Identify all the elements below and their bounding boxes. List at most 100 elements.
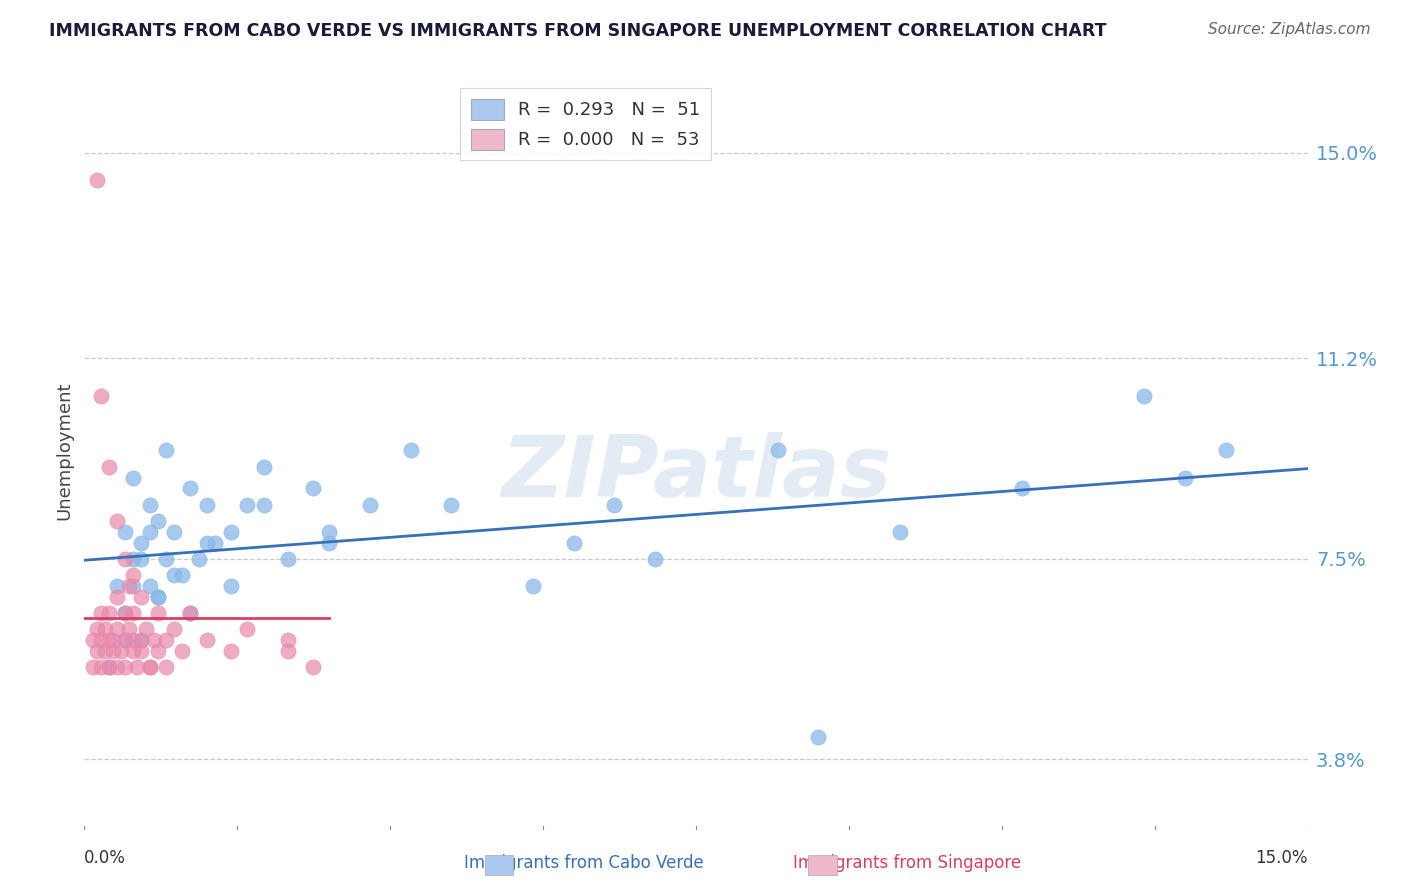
Point (138, 498, 160, 512)
Point (105, 622, 128, 636)
Point (146, 644, 169, 658)
Point (603, 498, 626, 512)
Point (90, 660, 112, 674)
Point (204, 535, 226, 549)
Point (163, 622, 186, 636)
Point (766, 443, 789, 458)
Point (122, 568, 145, 582)
Point (86, 622, 108, 636)
Point (114, 606, 136, 620)
Point (163, 568, 186, 582)
Point (97, 660, 120, 674)
Point (97, 633, 120, 648)
Point (179, 482, 201, 496)
Point (114, 660, 136, 674)
Point (163, 524, 186, 539)
Point (97, 606, 120, 620)
Point (318, 535, 340, 549)
Text: 0.0%: 0.0% (84, 848, 127, 866)
Point (277, 633, 299, 648)
Point (105, 590, 128, 604)
Point (82, 633, 104, 648)
Point (131, 590, 153, 604)
Point (399, 443, 422, 458)
Point (522, 579, 544, 593)
Point (105, 660, 128, 674)
Point (90, 633, 112, 648)
Point (219, 644, 242, 658)
Point (277, 551, 299, 566)
Point (155, 633, 177, 648)
Point (146, 606, 169, 620)
Text: 15.0%: 15.0% (1256, 848, 1308, 866)
Point (1011, 482, 1033, 496)
Point (97, 459, 120, 474)
Point (1133, 389, 1156, 403)
Point (90, 606, 112, 620)
Point (138, 660, 160, 674)
Point (318, 524, 340, 539)
Text: IMMIGRANTS FROM CABO VERDE VS IMMIGRANTS FROM SINGAPORE UNEMPLOYMENT CORRELATION: IMMIGRANTS FROM CABO VERDE VS IMMIGRANTS… (49, 22, 1107, 40)
Point (114, 606, 136, 620)
Point (155, 660, 177, 674)
Point (138, 660, 160, 674)
Point (146, 514, 169, 528)
Point (82, 660, 104, 674)
Point (86, 644, 108, 658)
Point (105, 579, 128, 593)
Point (122, 579, 145, 593)
Point (122, 644, 145, 658)
Point (135, 622, 157, 636)
Point (138, 524, 160, 539)
Point (90, 389, 112, 403)
Point (86, 172, 108, 186)
Point (101, 644, 124, 658)
Point (179, 606, 201, 620)
Point (131, 551, 153, 566)
Point (114, 633, 136, 648)
Point (195, 633, 218, 648)
Point (146, 590, 169, 604)
Point (114, 551, 136, 566)
Point (122, 470, 145, 484)
Y-axis label: Unemployment: Unemployment (55, 381, 73, 520)
Point (172, 568, 194, 582)
Point (110, 644, 132, 658)
Point (114, 524, 136, 539)
Point (195, 535, 218, 549)
Point (172, 644, 194, 658)
Point (562, 535, 585, 549)
Point (253, 459, 276, 474)
Point (440, 498, 463, 512)
Point (236, 498, 259, 512)
Point (219, 579, 242, 593)
Point (127, 660, 149, 674)
Point (138, 579, 160, 593)
Point (807, 731, 830, 745)
Point (301, 660, 323, 674)
Point (195, 498, 218, 512)
Point (142, 633, 165, 648)
Point (131, 633, 153, 648)
Point (97, 660, 120, 674)
Point (277, 644, 299, 658)
Point (93, 622, 115, 636)
Point (105, 514, 128, 528)
Text: ZIPatlas: ZIPatlas (501, 432, 891, 515)
Point (253, 498, 276, 512)
Point (359, 498, 381, 512)
Text: Immigrants from Singapore: Immigrants from Singapore (793, 855, 1021, 872)
Legend: R =  0.293   N =  51, R =  0.000   N =  53: R = 0.293 N = 51, R = 0.000 N = 53 (460, 88, 711, 161)
Point (122, 606, 145, 620)
Point (122, 551, 145, 566)
Point (118, 579, 141, 593)
Text: Source: ZipAtlas.com: Source: ZipAtlas.com (1208, 22, 1371, 37)
Point (187, 551, 209, 566)
Point (179, 606, 201, 620)
Point (146, 590, 169, 604)
Text: Immigrants from Cabo Verde: Immigrants from Cabo Verde (464, 855, 703, 872)
Point (1174, 470, 1197, 484)
Point (301, 482, 323, 496)
Point (889, 524, 911, 539)
Point (236, 622, 259, 636)
